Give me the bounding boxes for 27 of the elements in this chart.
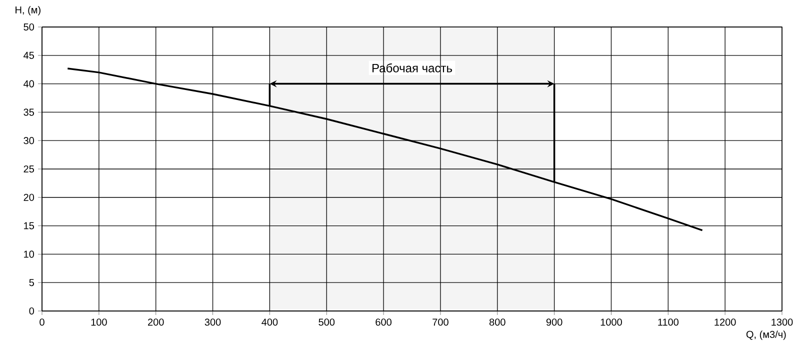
x-tick-label: 600 [376,318,392,326]
x-tick-label: 100 [91,318,107,326]
y-tick-label: 30 [24,137,34,144]
y-axis-title: H, (м) [16,6,40,16]
x-tick-label: 900 [546,318,562,326]
y-tick-label: 5 [29,279,34,286]
x-tick-label: 200 [148,318,164,326]
y-tick-label: 40 [24,80,34,88]
x-tick-label: 1000 [600,318,622,326]
x-tick-label: 700 [432,318,448,326]
x-tick-label: 1100 [658,318,679,326]
y-tick-label: 20 [24,194,34,201]
x-tick-label: 800 [489,318,506,326]
x-axis-title: Q, (м3/ч) [746,330,786,340]
y-tick-label: 25 [24,165,34,173]
x-tick-label: 300 [204,318,221,326]
y-tick-label: 50 [24,23,34,31]
y-tick-label: 15 [24,222,34,230]
x-tick-label: 0 [40,318,44,326]
y-tick-label: 35 [24,108,34,116]
x-tick-label: 1200 [714,318,736,326]
y-tick-label: 10 [24,250,34,258]
x-tick-label: 1300 [772,318,793,326]
x-tick-label: 400 [262,318,278,326]
y-tick-label: 0 [29,307,34,315]
y-tick-label: 45 [24,52,34,59]
x-tick-label: 500 [318,318,335,326]
